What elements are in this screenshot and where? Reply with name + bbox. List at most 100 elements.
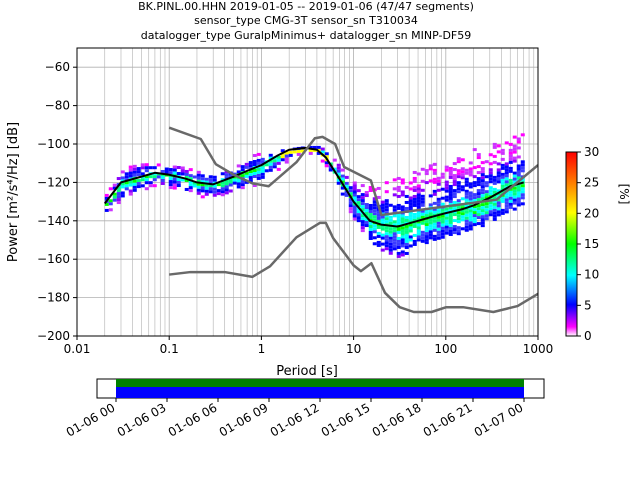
density-cell — [516, 146, 521, 150]
density-cell — [212, 184, 217, 188]
density-cell — [336, 166, 341, 170]
y-tick-label: −200 — [37, 329, 70, 343]
density-cell — [428, 233, 433, 237]
density-cell — [116, 198, 121, 202]
density-cell — [284, 151, 289, 155]
density-cell — [184, 187, 189, 191]
density-cell — [448, 205, 453, 209]
density-cell — [404, 242, 409, 246]
density-cell — [496, 198, 501, 202]
density-cell — [228, 189, 233, 193]
density-cell — [352, 184, 357, 188]
density-cell — [428, 224, 433, 228]
density-cell — [476, 195, 481, 199]
density-cell — [444, 189, 449, 193]
timeline-band-top — [116, 379, 524, 387]
density-cell — [320, 150, 325, 154]
density-cell — [336, 181, 341, 185]
density-cell — [456, 229, 461, 233]
density-cell — [124, 184, 129, 188]
y-tick-label: −120 — [37, 175, 70, 189]
density-cell — [400, 229, 405, 233]
density-cell — [176, 178, 181, 182]
density-cell — [296, 149, 301, 153]
density-cell — [472, 205, 477, 209]
density-cell — [216, 192, 221, 196]
density-cell — [396, 185, 401, 189]
density-cell — [236, 170, 241, 174]
density-cell — [440, 235, 445, 239]
density-cell — [516, 176, 521, 180]
density-cell — [440, 175, 445, 179]
density-cell — [480, 161, 485, 165]
density-cell — [388, 233, 393, 237]
density-cell — [424, 229, 429, 233]
density-cell — [416, 196, 421, 200]
density-cell — [372, 224, 377, 228]
density-cell — [124, 187, 129, 191]
density-cell — [152, 184, 157, 188]
density-cell — [376, 186, 381, 190]
density-cell — [500, 178, 505, 182]
density-cell — [416, 217, 421, 221]
density-cell — [432, 219, 437, 223]
density-cell — [212, 190, 217, 194]
density-cell — [236, 185, 241, 189]
density-cell — [452, 231, 457, 235]
density-cell — [468, 185, 473, 189]
density-cell — [416, 199, 421, 203]
density-cell — [384, 211, 389, 215]
density-cell — [416, 229, 421, 233]
density-cell — [204, 186, 209, 190]
timeline-tick-label: 01-06 09 — [217, 400, 271, 439]
density-cell — [336, 172, 341, 176]
timeline-tick-label: 01-06 18 — [370, 400, 424, 439]
density-cell — [380, 236, 385, 240]
density-cell — [416, 205, 421, 209]
density-cell — [356, 201, 361, 205]
y-tick-label: −80 — [45, 99, 70, 113]
density-cell — [480, 167, 485, 171]
density-cell — [428, 179, 433, 183]
density-cell — [500, 151, 505, 155]
density-cell — [472, 196, 477, 200]
density-cell — [392, 214, 397, 218]
density-cell — [360, 193, 365, 197]
density-cell — [420, 203, 425, 207]
density-cell — [296, 152, 301, 156]
density-cell — [492, 187, 497, 191]
density-cell — [464, 168, 469, 172]
density-cell — [420, 236, 425, 240]
density-cell — [388, 227, 393, 231]
density-cell — [116, 186, 121, 190]
density-cell — [508, 190, 513, 194]
density-cell — [424, 223, 429, 227]
density-cell — [120, 182, 125, 186]
density-cell — [236, 164, 241, 168]
density-cell — [356, 210, 361, 214]
density-cell — [460, 218, 465, 222]
density-cell — [432, 162, 437, 166]
density-cell — [424, 226, 429, 230]
density-cell — [104, 193, 109, 197]
density-cell — [448, 166, 453, 170]
density-cell — [436, 230, 441, 234]
density-cell — [408, 226, 413, 230]
density-cell — [392, 235, 397, 239]
density-cell — [488, 192, 493, 196]
density-cell — [272, 162, 277, 166]
density-cell — [464, 219, 469, 223]
density-cell — [476, 153, 481, 157]
density-cell — [464, 225, 469, 229]
density-cell — [196, 188, 201, 192]
density-cell — [432, 171, 437, 175]
density-cell — [376, 213, 381, 217]
density-cell — [512, 150, 517, 154]
density-cell — [196, 182, 201, 186]
density-cell — [520, 133, 525, 137]
colorbar-tick-label: 0 — [584, 329, 592, 343]
density-cell — [388, 221, 393, 225]
density-cell — [432, 234, 437, 238]
